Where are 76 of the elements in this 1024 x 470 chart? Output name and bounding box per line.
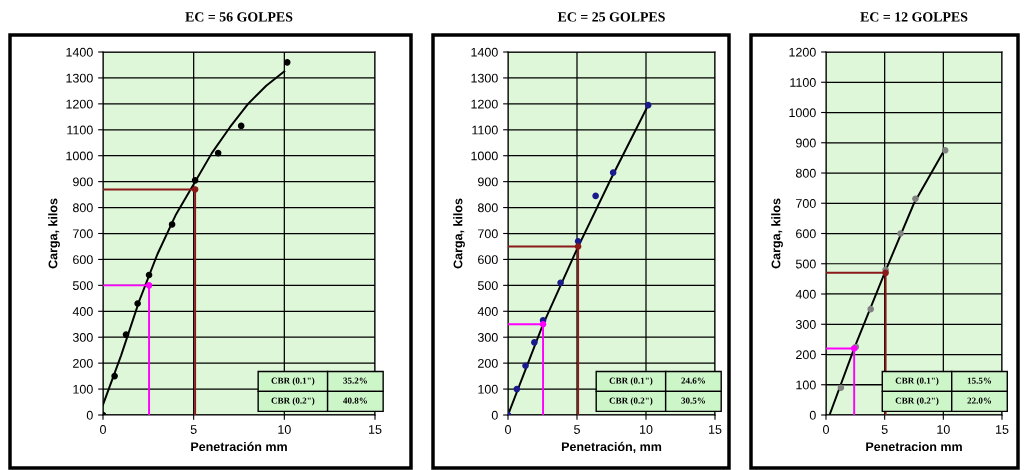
x-tick-label: 10 xyxy=(937,425,950,434)
annotation: 40.8% xyxy=(343,397,367,404)
y-axis-title: Carga, kilos xyxy=(771,198,783,269)
y-tick-label: 0 xyxy=(809,410,816,420)
y-tick-label: 800 xyxy=(795,168,816,178)
y-tick-label: 1000 xyxy=(66,151,93,161)
x-tick-label: 0 xyxy=(505,425,511,434)
y-tick-label: 1200 xyxy=(789,47,816,57)
annotation: 30.5% xyxy=(681,397,705,404)
y-tick-label: 1300 xyxy=(471,73,498,83)
y-tick-label: 700 xyxy=(73,229,93,239)
y-tick-label: 600 xyxy=(796,229,816,239)
y-tick-label: 600 xyxy=(478,255,498,265)
y-tick-label: 700 xyxy=(478,229,498,239)
y-tick-label: 200 xyxy=(73,358,93,368)
y-tick-label: 100 xyxy=(796,380,816,390)
y-tick-label: 1200 xyxy=(66,99,93,109)
x-tick-label: 15 xyxy=(709,425,722,434)
annotation: CBR (0.2") xyxy=(609,397,653,406)
y-tick-label: 600 xyxy=(73,255,93,265)
x-tick-label: 5 xyxy=(881,425,888,434)
x-tick-label: 10 xyxy=(278,425,291,434)
y-tick-label: 0 xyxy=(86,410,93,420)
chart-title: EC = 25 GOLPES xyxy=(557,12,665,22)
y-tick-label: 1100 xyxy=(472,125,498,135)
x-tick-label: 10 xyxy=(640,425,653,434)
annotation: 24.6% xyxy=(681,377,705,384)
y-tick-label: 1100 xyxy=(67,125,93,135)
annotation: CBR (0.2") xyxy=(271,397,315,406)
x-tick-label: 15 xyxy=(996,425,1009,434)
y-tick-label: 200 xyxy=(796,350,816,360)
x-tick-label: 5 xyxy=(574,425,580,434)
annotation: CBR (0.1") xyxy=(609,377,653,386)
y-tick-label: 300 xyxy=(795,320,816,329)
y-axis-title: Carga, kilos xyxy=(453,198,465,269)
y-tick-label: 1400 xyxy=(471,47,498,57)
annotation: 22.0% xyxy=(967,397,992,404)
annotation: CBR (0.1") xyxy=(895,377,939,386)
annotation: 15.5% xyxy=(967,377,992,384)
y-tick-label: 400 xyxy=(795,289,816,299)
x-tick-label: 0 xyxy=(100,425,106,434)
y-tick-label: 700 xyxy=(796,199,816,208)
y-tick-label: 100 xyxy=(478,384,498,394)
chart-title: EC = 56 GOLPES xyxy=(185,12,293,22)
y-tick-label: 900 xyxy=(478,177,498,187)
y-tick-label: 1100 xyxy=(790,78,816,87)
x-tick-label: 5 xyxy=(190,425,197,434)
y-axis-title: Carga, kilos xyxy=(48,198,60,269)
y-tick-label: 1200 xyxy=(471,99,498,109)
x-tick-label: 15 xyxy=(369,425,382,434)
y-tick-label: 500 xyxy=(477,281,498,291)
y-tick-label: 1300 xyxy=(66,73,93,83)
y-tick-label: 800 xyxy=(477,203,498,213)
y-tick-label: 200 xyxy=(478,358,498,368)
y-tick-label: 400 xyxy=(72,307,93,316)
y-tick-label: 500 xyxy=(72,281,93,291)
y-tick-label: 1000 xyxy=(789,108,816,118)
x-axis-title: Penetración mm xyxy=(191,441,287,452)
annotation: 35.2% xyxy=(343,377,367,384)
y-tick-label: 300 xyxy=(72,333,93,342)
x-axis-title: Penetracion mm xyxy=(866,441,962,452)
y-tick-label: 1400 xyxy=(66,47,93,57)
x-axis-title: Penetración, mm xyxy=(561,441,662,453)
chart-title: EC = 12 GOLPES xyxy=(860,12,968,22)
y-tick-label: 800 xyxy=(72,203,93,213)
y-tick-label: 300 xyxy=(477,333,498,342)
annotation: CBR (0.2") xyxy=(895,397,939,406)
annotation: CBR (0.1") xyxy=(271,377,315,386)
y-tick-label: 1000 xyxy=(471,151,498,161)
y-tick-label: 0 xyxy=(491,410,498,420)
y-tick-label: 400 xyxy=(477,307,498,316)
y-tick-label: 900 xyxy=(796,138,816,148)
y-tick-label: 500 xyxy=(795,259,816,269)
y-tick-label: 900 xyxy=(73,177,93,187)
y-tick-label: 100 xyxy=(73,384,93,394)
x-tick-label: 0 xyxy=(823,425,829,434)
